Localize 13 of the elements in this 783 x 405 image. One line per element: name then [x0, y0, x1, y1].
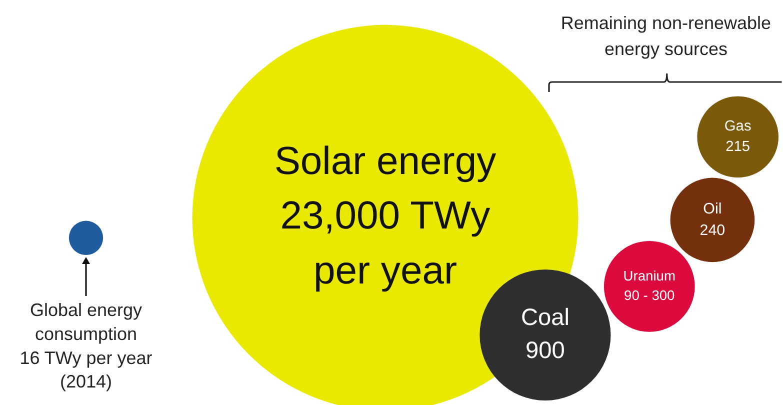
- data-label: 90 - 300: [624, 286, 676, 303]
- category-label: Solar energy: [274, 140, 497, 183]
- data-label: 240: [700, 222, 726, 239]
- text: Remaining non-renewable energy sources: [560, 12, 772, 61]
- data-label: 900: [526, 336, 565, 363]
- category-label: Oil: [703, 200, 722, 218]
- data-label: 16 TWy per year (2014): [20, 348, 152, 392]
- category-label: Gas: [724, 118, 752, 135]
- category-label: Coal: [520, 304, 570, 330]
- category-label: Uranium: [623, 268, 676, 284]
- data-label: 215: [726, 139, 750, 156]
- category-label: Global energy consumption: [30, 300, 142, 344]
- data-label: 23,000 TWy per year: [280, 194, 491, 292]
